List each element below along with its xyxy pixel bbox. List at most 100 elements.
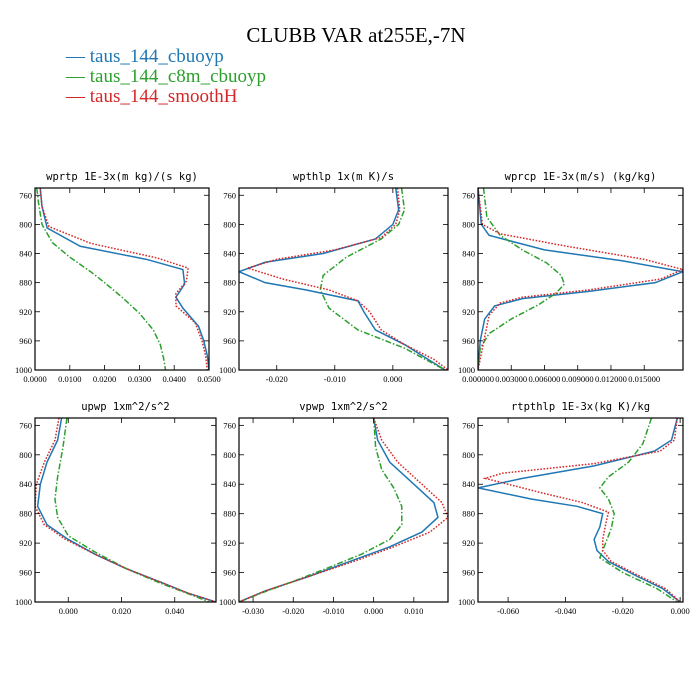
- panel-6-ytick-label: 1000: [458, 597, 475, 607]
- panel-1-series-3-line: [39, 188, 209, 370]
- panel-2-ytick-label: 760: [223, 190, 236, 200]
- panel-1-title: wprtp 1E-3x(m kg)/(s kg): [46, 171, 198, 183]
- panel-3-xtick-label: 0.006000: [529, 374, 561, 384]
- panel-3-series-2-line: [478, 188, 566, 370]
- panel-4-series-3-line: [35, 418, 216, 602]
- panel-5-series-2-line: [239, 418, 403, 602]
- legend-label-3: taus_144_smoothH: [90, 86, 238, 107]
- panel-1-xtick-label: 0.0100: [58, 374, 81, 384]
- panel-2-frame: [238, 187, 449, 371]
- panel-5-ytick-label: 760: [223, 420, 236, 430]
- panel-4-ytick-label: 760: [19, 420, 32, 430]
- panel-1-ytick-label: 800: [19, 219, 32, 229]
- panel-3-xtick-label: 0.000000: [462, 374, 494, 384]
- legend-dash-3: —: [65, 86, 90, 107]
- panel-1-ytick-label: 880: [19, 278, 32, 288]
- panel-6-ytick-label: 840: [462, 479, 475, 489]
- panel-1-series-2-line: [35, 188, 167, 370]
- panel-3-frame: [477, 187, 684, 371]
- panel-4-title: upwp 1xm^2/s^2: [81, 401, 170, 413]
- panel-2-ytick-label: 1000: [219, 365, 236, 375]
- panel-1-series-1-line: [39, 188, 209, 370]
- legend: — taus_144_cbuoyp — taus_144_c8m_cbuoyp …: [65, 46, 266, 107]
- panel-6-series-1-line: [478, 418, 681, 602]
- panel-1-ytick-label: 840: [19, 249, 32, 259]
- panel-2-series-1-line: [239, 188, 446, 370]
- panel-6-series-2-line: [598, 418, 678, 602]
- panel-5: vpwp 1xm^2/s^2 760 800 840 880 920 960 1000 -0.0…: [219, 401, 449, 616]
- panel-5-xtick-label: 0.010: [404, 606, 423, 616]
- panel-2: wpthlp 1x(m K)/s 760 800 840 880 920 960 1000 -0…: [219, 171, 449, 384]
- panel-5-xtick-label: -0.020: [282, 606, 304, 616]
- panel-2-ytick-label: 920: [223, 307, 236, 317]
- panel-4-ytick-label: 840: [19, 479, 32, 489]
- panel-6-series-3-line: [482, 418, 681, 602]
- panel-5-ytick-label: 880: [223, 509, 236, 519]
- panel-6-title: rtpthlp 1E-3x(kg K)/kg: [511, 401, 650, 413]
- panel-4-ytick-label: 880: [19, 509, 32, 519]
- panel-1-ytick-label: 960: [19, 336, 32, 346]
- panel-4-series-1-line: [36, 418, 216, 602]
- panel-4-ytick-label: 800: [19, 450, 32, 460]
- panel-6-xtick-label: -0.020: [612, 606, 634, 616]
- panel-2-ytick-label: 840: [223, 249, 236, 259]
- legend-entry-2: — taus_144_c8m_cbuoyp: [65, 66, 266, 87]
- panel-6-xtick-label: -0.060: [497, 606, 519, 616]
- panel-1-frame: [34, 187, 210, 371]
- legend-entry-3: — taus_144_smoothH: [65, 86, 238, 107]
- panel-5-series-3-line: [239, 418, 448, 602]
- panel-2-xtick-label: -0.010: [324, 374, 346, 384]
- panel-5-title: vpwp 1xm^2/s^2: [299, 401, 388, 413]
- panel-4-frame: [34, 417, 217, 603]
- panel-6-frame: [477, 417, 684, 603]
- panel-5-ytick-label: 920: [223, 538, 236, 548]
- panel-6-ytick-label: 760: [462, 420, 475, 430]
- panel-4: upwp 1xm^2/s^2 760 800 840 880 920 960 1000 0.00…: [15, 401, 217, 616]
- panel-4-ytick-label: 920: [19, 538, 32, 548]
- panel-5-ytick-label: 800: [223, 450, 236, 460]
- panel-6-ytick-label: 880: [462, 509, 475, 519]
- panel-5-xtick-label: 0.000: [364, 606, 383, 616]
- panel-3-ytick-label: 800: [462, 219, 475, 229]
- panel-2-xtick-label: 0.000: [383, 374, 402, 384]
- panel-1: wprtp 1E-3x(m kg)/(s kg) 760 800 840 880 920 9…: [15, 171, 221, 384]
- panel-5-ytick-label: 960: [223, 568, 236, 578]
- panel-2-ytick-label: 960: [223, 336, 236, 346]
- panel-5-xtick-label: -0.010: [322, 606, 344, 616]
- panel-1-ytick-label: 1000: [15, 365, 32, 375]
- panel-2-xtick-label: -0.020: [266, 374, 288, 384]
- panel-1-ytick-label: 920: [19, 307, 32, 317]
- panel-6-ytick-label: 960: [462, 568, 475, 578]
- panel-5-series-1-line: [239, 418, 439, 602]
- panel-3: wprcp 1E-3x(m/s) (kg/kg) 760 800 840 880 920 9…: [458, 171, 684, 384]
- panel-3-ytick-label: 880: [462, 278, 475, 288]
- panel-1-xtick-label: 0.0400: [163, 374, 186, 384]
- panel-6-xtick-label: 0.000: [671, 606, 690, 616]
- panel-6: rtpthlp 1E-3x(kg K)/kg 760 800 840 880 920 960…: [458, 401, 690, 616]
- panel-1-xtick-label: 0.0500: [197, 374, 220, 384]
- legend-entry-1: — taus_144_cbuoyp: [65, 46, 224, 67]
- panel-1-xtick-label: 0.0300: [128, 374, 151, 384]
- panel-3-xtick-label: 0.003000: [495, 374, 527, 384]
- panel-3-series-1-line: [478, 188, 683, 370]
- legend-label-2: taus_144_c8m_cbuoyp: [90, 66, 266, 87]
- panel-3-xtick-label: 0.009000: [562, 374, 594, 384]
- panel-6-ytick-label: 800: [462, 450, 475, 460]
- figure-title: CLUBB VAR at255E,-7N: [246, 23, 465, 47]
- panel-2-ytick-label: 880: [223, 278, 236, 288]
- panel-5-ytick-label: 1000: [219, 597, 236, 607]
- panel-3-ytick-label: 760: [462, 190, 475, 200]
- panel-3-ytick-label: 920: [462, 307, 475, 317]
- panel-3-ytick-label: 840: [462, 249, 475, 259]
- legend-dash-2: —: [65, 66, 90, 87]
- panel-4-ytick-label: 1000: [15, 597, 32, 607]
- panel-1-ytick-label: 760: [19, 190, 32, 200]
- panel-4-ytick-label: 960: [19, 568, 32, 578]
- panel-1-xtick-label: 0.0200: [93, 374, 116, 384]
- panel-1-xtick-label: 0.0000: [23, 374, 46, 384]
- panel-2-ytick-label: 800: [223, 219, 236, 229]
- panel-3-series-3-line: [478, 188, 683, 370]
- panel-2-title: wpthlp 1x(m K)/s: [293, 171, 394, 183]
- panel-3-ytick-label: 1000: [458, 365, 475, 375]
